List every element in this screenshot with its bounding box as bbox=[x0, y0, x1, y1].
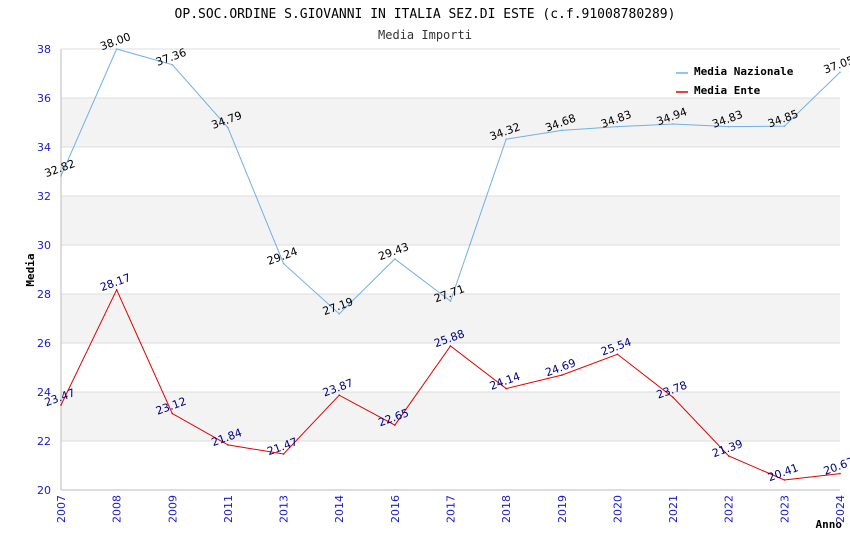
data-point bbox=[672, 396, 674, 399]
data-point bbox=[839, 472, 841, 475]
x-tick-label: 2020 bbox=[611, 495, 624, 523]
data-point bbox=[282, 453, 285, 455]
y-tick-label: 36 bbox=[37, 92, 51, 105]
data-label: 32.82 bbox=[43, 157, 77, 180]
x-tick-label: 2009 bbox=[166, 495, 179, 523]
grid-band bbox=[61, 98, 840, 147]
x-tick-label: 2021 bbox=[667, 495, 680, 523]
series-group bbox=[60, 48, 841, 481]
data-point bbox=[394, 258, 396, 260]
y-tick-label: 30 bbox=[37, 239, 51, 252]
x-tick-label: 2008 bbox=[111, 495, 124, 523]
data-point bbox=[783, 125, 786, 127]
data-point bbox=[115, 48, 118, 50]
data-label: 29.24 bbox=[265, 245, 299, 268]
data-point bbox=[560, 129, 563, 132]
data-point bbox=[727, 125, 730, 128]
data-label: 28.17 bbox=[98, 271, 132, 294]
axes bbox=[60, 49, 840, 491]
y-tick-label: 28 bbox=[37, 288, 51, 301]
x-tick-label: 2007 bbox=[55, 495, 68, 523]
data-point bbox=[171, 412, 174, 415]
data-point bbox=[616, 125, 619, 128]
grid-band bbox=[61, 196, 840, 245]
x-tick-label: 2018 bbox=[500, 495, 513, 523]
data-point bbox=[60, 175, 62, 177]
chart-title: OP.SOC.ORDINE S.GIOVANNI IN ITALIA SEZ.D… bbox=[175, 7, 676, 22]
data-label: 24.14 bbox=[488, 370, 522, 393]
data-point bbox=[727, 455, 730, 457]
data-point bbox=[338, 394, 341, 396]
data-point bbox=[338, 313, 341, 315]
legend-label-media-ente: Media Ente bbox=[694, 84, 761, 97]
legend: Media Nazionale Media Ente bbox=[676, 65, 794, 97]
x-tick-label: 2024 bbox=[834, 495, 847, 523]
x-tick-label: 2019 bbox=[556, 495, 569, 523]
x-axis-label: Anno bbox=[816, 518, 843, 531]
y-axis-label: Media bbox=[24, 253, 37, 286]
chart-subtitle: Media Importi bbox=[378, 28, 472, 42]
data-point bbox=[505, 138, 507, 140]
y-tick-labels: 20 22 24 26 28 30 32 34 36 38 bbox=[37, 43, 51, 497]
data-point bbox=[505, 387, 507, 390]
grid-band bbox=[61, 392, 840, 441]
x-tick-label: 2017 bbox=[445, 495, 458, 523]
x-tick-label: 2013 bbox=[278, 495, 291, 523]
data-point bbox=[171, 63, 174, 66]
data-point bbox=[449, 300, 452, 302]
data-label: 38.00 bbox=[98, 30, 132, 53]
x-tick-labels: 2007 2008 2009 2011 2013 2014 2016 2017 2018 2019… bbox=[55, 495, 847, 523]
y-tick-label: 24 bbox=[37, 386, 51, 399]
data-point bbox=[227, 444, 229, 446]
data-point bbox=[394, 424, 396, 426]
data-point bbox=[282, 262, 285, 265]
x-tick-label: 2011 bbox=[222, 495, 235, 523]
data-point bbox=[227, 126, 229, 129]
data-label: 37.05 bbox=[822, 53, 850, 76]
y-tick-label: 38 bbox=[37, 43, 51, 56]
x-tick-label: 2014 bbox=[333, 495, 346, 523]
data-point bbox=[839, 71, 841, 74]
y-tick-label: 26 bbox=[37, 337, 51, 350]
data-label: 20.41 bbox=[766, 461, 800, 484]
data-point bbox=[449, 345, 452, 347]
grid-lines bbox=[61, 48, 840, 491]
data-point bbox=[616, 353, 619, 356]
data-point bbox=[783, 479, 786, 481]
data-point bbox=[115, 289, 118, 291]
grid-bands bbox=[61, 98, 840, 441]
data-point bbox=[560, 374, 563, 376]
x-tick-label: 2016 bbox=[389, 495, 402, 523]
y-tick-label: 22 bbox=[37, 435, 51, 448]
legend-label-media-nazionale: Media Nazionale bbox=[694, 65, 794, 78]
y-tick-label: 32 bbox=[37, 190, 51, 203]
x-tick-label: 2023 bbox=[778, 495, 791, 523]
data-point bbox=[672, 123, 674, 125]
data-point bbox=[60, 404, 62, 406]
x-tick-label: 2022 bbox=[723, 495, 736, 523]
grid-band bbox=[61, 294, 840, 343]
y-tick-label: 34 bbox=[37, 141, 51, 154]
y-tick-label: 20 bbox=[37, 484, 51, 497]
